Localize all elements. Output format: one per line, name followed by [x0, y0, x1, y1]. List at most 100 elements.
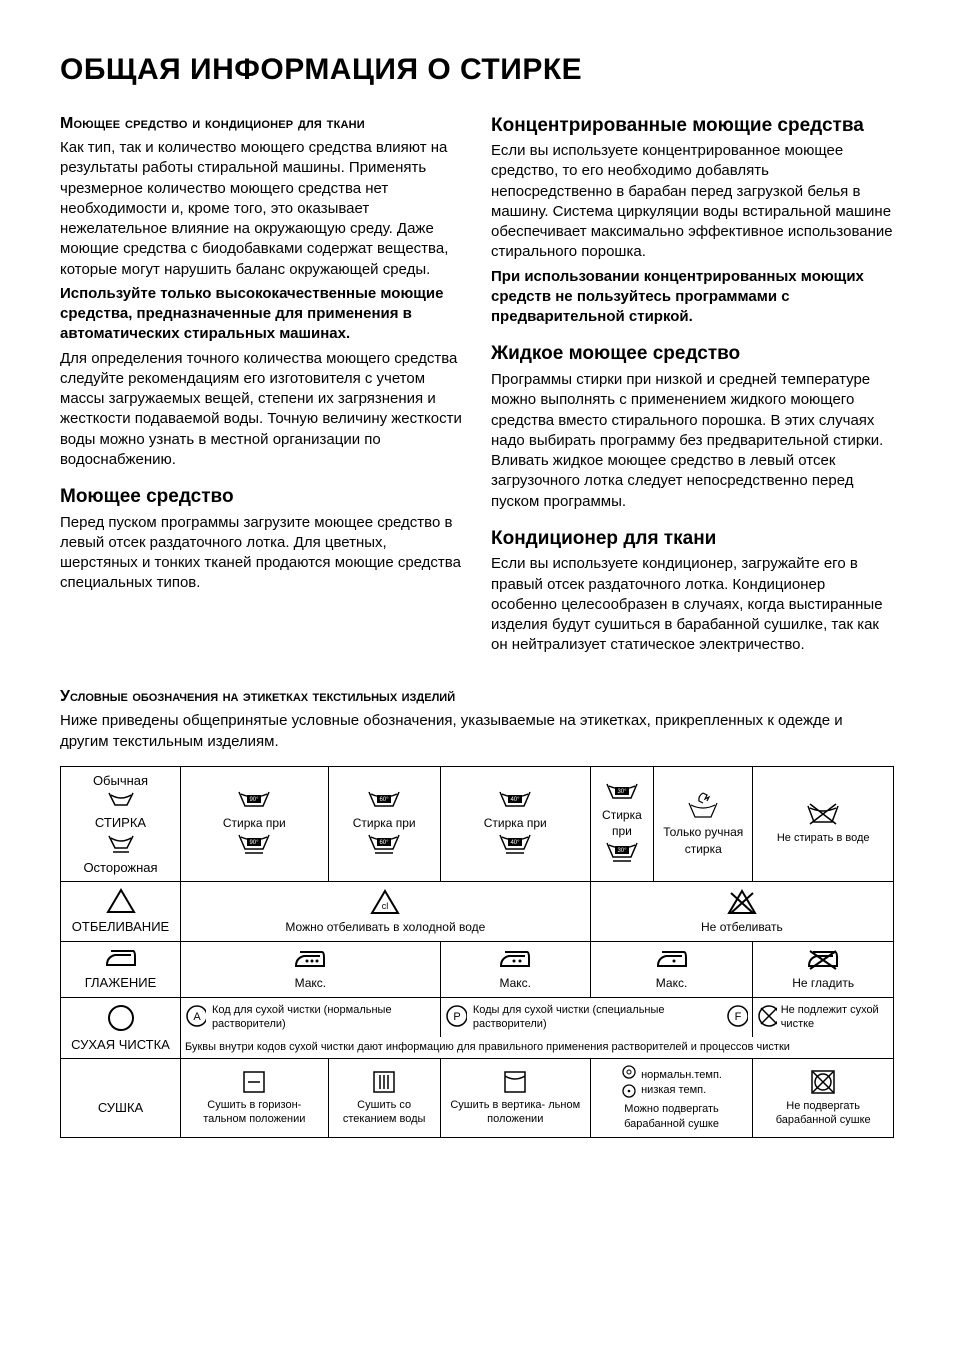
heading-detergent-conditioner: Моющее средство и кондиционер для ткани	[60, 113, 463, 135]
dryclean-no-label: Не подлежит сухой чистке	[781, 1003, 889, 1033]
svg-text:A: A	[193, 1011, 201, 1023]
right-column: Концентрированные моющие средства Если в…	[491, 113, 894, 660]
svg-text:30°: 30°	[617, 789, 627, 795]
iron-1dot-icon	[654, 948, 690, 972]
cell-bleach-cold: cl Можно отбеливать в холодной воде	[181, 882, 591, 942]
wash-normal-label: Обычная	[93, 772, 148, 790]
handwash-label: Только ручная стирка	[658, 824, 748, 856]
tumble-norm-label: нормальн.темп.	[641, 1068, 722, 1083]
bleach-title: ОТБЕЛИВАНИЕ	[65, 918, 176, 936]
dryclean-p-label: Коды для сухой чистки (специальные раств…	[473, 1003, 720, 1033]
cell-dry-drip: Сушить со стеканием воды	[328, 1059, 440, 1138]
dryclean-circle-icon	[106, 1003, 136, 1033]
wash-tub-underline-icon	[107, 834, 135, 854]
wash-90-label: Стирка при	[223, 815, 286, 831]
cell-wash-90: 90° Стирка при 90°	[181, 766, 329, 882]
para-detergent-4: Перед пуском программы загрузите моющее …	[60, 513, 463, 594]
rowhead-iron: ГЛАЖЕНИЕ	[61, 941, 181, 997]
handwash-icon	[685, 791, 721, 821]
iron-no-icon	[805, 948, 841, 972]
iron-2-label: Макс.	[445, 975, 586, 991]
bleach-cold-label: Можно отбеливать в холодной воде	[185, 919, 586, 935]
nowash-icon	[806, 802, 840, 828]
para-softener: Если вы используете кондиционер, загружа…	[491, 554, 894, 655]
svg-text:60°: 60°	[380, 797, 390, 803]
bleach-cl-icon: cl	[369, 888, 401, 916]
cell-dry-tumble: нормальн.темп. низкая темп. Можно подвер…	[590, 1059, 753, 1138]
para-conc-1: Если вы используете концентрированное мо…	[491, 141, 894, 263]
para-detergent-1: Как тип, так и количество моющего средст…	[60, 138, 463, 280]
wash-30-icon: 30°	[605, 782, 639, 802]
cell-iron-no: Не гладить	[753, 941, 894, 997]
row-dryclean: СУХАЯ ЧИСТКА A Код для сухой чистки (нор…	[61, 997, 894, 1037]
symbols-table: Обычная СТИРКА Осторожная 90° Стирка при…	[60, 766, 894, 1138]
tumble-low-label: низкая темп.	[641, 1083, 722, 1098]
iron-2dot-icon	[497, 948, 533, 972]
cell-iron-3: Макс.	[181, 941, 441, 997]
dryclean-note: Буквы внутри кодов сухой чистки дают инф…	[181, 1037, 894, 1058]
symbols-intro: Ниже приведены общепринятые условные обо…	[60, 711, 894, 752]
iron-no-label: Не гладить	[757, 975, 889, 991]
para-detergent-3: Для определения точного количества моюще…	[60, 349, 463, 471]
svg-text:F: F	[735, 1011, 742, 1023]
tumble-low-icon	[621, 1083, 637, 1099]
heading-concentrated: Концентрированные моющие средства	[491, 113, 894, 139]
dryclean-a-icon: A	[185, 1004, 206, 1028]
svg-text:60°: 60°	[380, 840, 390, 846]
wash-30-label: Стирка при	[595, 807, 649, 839]
para-detergent-bold: Используйте только высококачественные мо…	[60, 284, 463, 345]
tumble-no-icon	[809, 1068, 837, 1096]
svg-text:40°: 40°	[511, 797, 521, 803]
wash-tub-icon	[107, 791, 135, 809]
cell-dryclean-a: A Код для сухой чистки (нормальные раств…	[181, 997, 441, 1037]
nowash-label: Не стирать в воде	[757, 831, 889, 846]
wash-title: СТИРКА	[95, 814, 146, 832]
dry-drip-icon	[371, 1069, 397, 1095]
dry-flat-label: Сушить в горизон- тальном положении	[185, 1098, 324, 1128]
para-conc-bold: При использовании концентрированных моющ…	[491, 267, 894, 328]
cell-iron-1: Макс.	[590, 941, 753, 997]
svg-text:30°: 30°	[617, 848, 627, 854]
dry-drip-label: Сушить со стеканием воды	[333, 1098, 436, 1128]
page-title: Общая информация о стирке	[60, 50, 894, 91]
tumble-no-label: Не подвергать барабанной сушке	[757, 1099, 889, 1129]
cell-dryclean-p: P Коды для сухой чистки (специальные рас…	[440, 997, 753, 1037]
rowhead-dry: СУШКА	[61, 1059, 181, 1138]
heading-symbols: Условные обозначения на этикетках тексти…	[60, 686, 894, 708]
row-dry: СУШКА Сушить в горизон- тальном положени…	[61, 1059, 894, 1138]
dry-hang-icon	[502, 1069, 528, 1095]
cell-dry-flat: Сушить в горизон- тальном положении	[181, 1059, 329, 1138]
cell-dry-tumble-no: Не подвергать барабанной сушке	[753, 1059, 894, 1138]
bleach-no-label: Не отбеливать	[595, 919, 889, 935]
cell-wash-30: 30° Стирка при 30°	[590, 766, 653, 882]
heading-liquid: Жидкое моющее средство	[491, 341, 894, 367]
rowhead-wash: Обычная СТИРКА Осторожная	[61, 766, 181, 882]
wash-60-label: Стирка при	[353, 815, 416, 831]
dry-flat-icon	[241, 1069, 267, 1095]
dryclean-no-icon	[757, 1004, 776, 1028]
row-wash: Обычная СТИРКА Осторожная 90° Стирка при…	[61, 766, 894, 882]
tumble-ok-label: Можно подвергать барабанной сушке	[595, 1102, 749, 1132]
two-column-layout: Моющее средство и кондиционер для ткани …	[60, 113, 894, 660]
cell-wash-40: 40° Стирка при 40°	[440, 766, 590, 882]
rowhead-dryclean: СУХАЯ ЧИСТКА	[61, 997, 181, 1059]
iron-1-label: Макс.	[595, 975, 749, 991]
cell-dryclean-no: Не подлежит сухой чистке	[753, 997, 894, 1037]
cell-handwash: Только ручная стирка	[654, 766, 753, 882]
cell-iron-2: Макс.	[440, 941, 590, 997]
wash-40-label: Стирка при	[484, 815, 547, 831]
para-liquid: Программы стирки при низкой и средней те…	[491, 370, 894, 512]
iron-title: ГЛАЖЕНИЕ	[65, 974, 176, 992]
tumble-norm-icon	[621, 1064, 637, 1080]
cell-wash-60: 60° Стирка при 60°	[328, 766, 440, 882]
iron-icon	[103, 947, 139, 971]
dryclean-a-label: Код для сухой чистки (нормальные раствор…	[212, 1003, 436, 1033]
wash-60-underline-icon: 60°	[367, 833, 401, 855]
iron-3dot-icon	[292, 948, 328, 972]
wash-90-underline-icon: 90°	[237, 833, 271, 855]
dry-hang-label: Сушить в вертика- льном положении	[445, 1098, 586, 1128]
dryclean-f-icon: F	[726, 1004, 748, 1028]
cell-nowash: Не стирать в воде	[753, 766, 894, 882]
dryclean-title: СУХАЯ ЧИСТКА	[65, 1036, 176, 1054]
wash-40-icon: 40°	[498, 790, 532, 810]
